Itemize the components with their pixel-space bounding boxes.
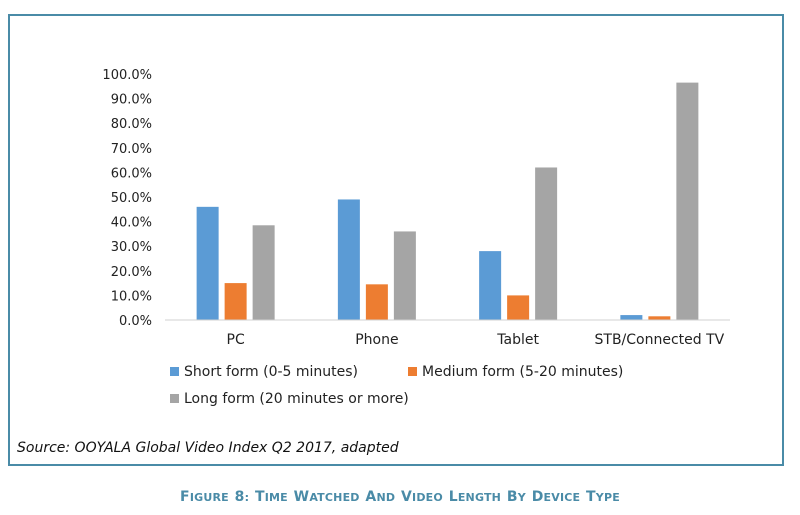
x-tick-label: Tablet xyxy=(496,332,539,348)
legend-swatch xyxy=(408,367,417,376)
y-tick-label: 70.0% xyxy=(111,142,152,157)
y-tick-label: 0.0% xyxy=(119,314,152,329)
y-tick-label: 20.0% xyxy=(111,265,152,280)
figure-label: FIGURE 8: xyxy=(180,489,250,505)
y-tick-label: 80.0% xyxy=(111,117,152,132)
bar xyxy=(648,316,671,320)
y-tick-label: 90.0% xyxy=(111,93,152,108)
y-tick-label: 30.0% xyxy=(111,240,152,255)
bars-group xyxy=(196,82,699,320)
legend-swatch xyxy=(170,367,179,376)
legend-label: Short form (0-5 minutes) xyxy=(184,364,358,380)
legend: Short form (0-5 minutes) Medium form (5-2… xyxy=(170,364,623,407)
bar xyxy=(620,315,643,320)
bar xyxy=(535,167,558,320)
legend-swatch xyxy=(170,394,179,403)
y-tick-label: 60.0% xyxy=(111,166,152,181)
bar xyxy=(479,251,502,320)
y-tick-label: 50.0% xyxy=(111,191,152,206)
y-tick-label: 10.0% xyxy=(111,289,152,304)
source-note: Source: OOYALA Global Video Index Q2 201… xyxy=(17,440,399,456)
figure-title: TIME WATCHED AND VIDEO LENGTH BY DEVICE … xyxy=(254,489,620,505)
bar xyxy=(196,206,219,320)
x-tick-label: STB/Connected TV xyxy=(595,332,725,348)
y-tick-label: 100.0% xyxy=(102,68,152,83)
legend-label: Medium form (5-20 minutes) xyxy=(422,364,623,380)
bar xyxy=(224,283,247,320)
bar xyxy=(252,225,275,320)
bar xyxy=(365,284,388,320)
bar xyxy=(393,231,416,320)
legend-label: Long form (20 minutes or more) xyxy=(184,391,409,407)
bar xyxy=(676,82,699,320)
x-axis: PC Phone Tablet STB/Connected TV xyxy=(227,332,725,348)
bar xyxy=(507,295,530,320)
x-tick-label: Phone xyxy=(355,332,398,348)
y-tick-label: 40.0% xyxy=(111,216,152,231)
x-tick-label: PC xyxy=(227,332,245,348)
bar xyxy=(337,199,360,320)
y-axis: 0.0% 10.0% 20.0% 30.0% 40.0% 50.0% 60.0% 70.0% 8… xyxy=(102,68,152,329)
figure-caption: FIGURE 8: TIME WATCHED AND VIDEO LENGTH … xyxy=(0,486,800,505)
